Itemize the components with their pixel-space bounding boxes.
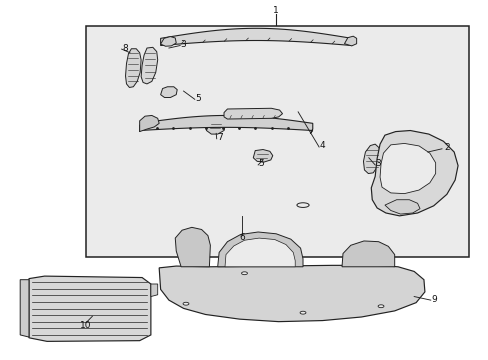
Ellipse shape	[183, 302, 188, 305]
Polygon shape	[370, 131, 457, 216]
Bar	[86, 26, 468, 257]
Polygon shape	[341, 241, 394, 267]
Polygon shape	[29, 276, 151, 341]
Polygon shape	[217, 232, 303, 267]
Ellipse shape	[300, 311, 305, 314]
Text: 3: 3	[180, 40, 186, 49]
Polygon shape	[253, 149, 272, 162]
Text: 5: 5	[258, 159, 264, 168]
Text: 4: 4	[319, 141, 325, 150]
Ellipse shape	[296, 203, 308, 207]
Text: 5: 5	[195, 94, 201, 103]
Polygon shape	[140, 116, 312, 134]
Polygon shape	[379, 143, 435, 194]
Text: 1: 1	[273, 6, 279, 15]
Polygon shape	[175, 227, 210, 267]
Polygon shape	[141, 47, 158, 84]
Polygon shape	[151, 284, 158, 297]
Text: 8: 8	[122, 44, 128, 53]
Polygon shape	[344, 36, 356, 46]
Polygon shape	[20, 280, 29, 337]
Text: 9: 9	[431, 294, 437, 303]
Polygon shape	[140, 116, 159, 132]
Text: 7: 7	[217, 133, 223, 142]
Text: 2: 2	[443, 143, 449, 152]
Polygon shape	[363, 144, 379, 174]
Polygon shape	[160, 28, 351, 45]
Ellipse shape	[241, 272, 247, 275]
Ellipse shape	[377, 305, 383, 308]
Text: 10: 10	[80, 321, 92, 330]
Polygon shape	[205, 116, 225, 134]
Polygon shape	[159, 265, 424, 321]
Polygon shape	[160, 87, 177, 98]
Polygon shape	[384, 200, 419, 214]
Polygon shape	[125, 49, 141, 87]
Polygon shape	[224, 108, 282, 119]
Polygon shape	[224, 238, 295, 267]
Text: 3: 3	[375, 159, 381, 168]
Text: 6: 6	[239, 233, 244, 242]
Polygon shape	[160, 37, 176, 46]
